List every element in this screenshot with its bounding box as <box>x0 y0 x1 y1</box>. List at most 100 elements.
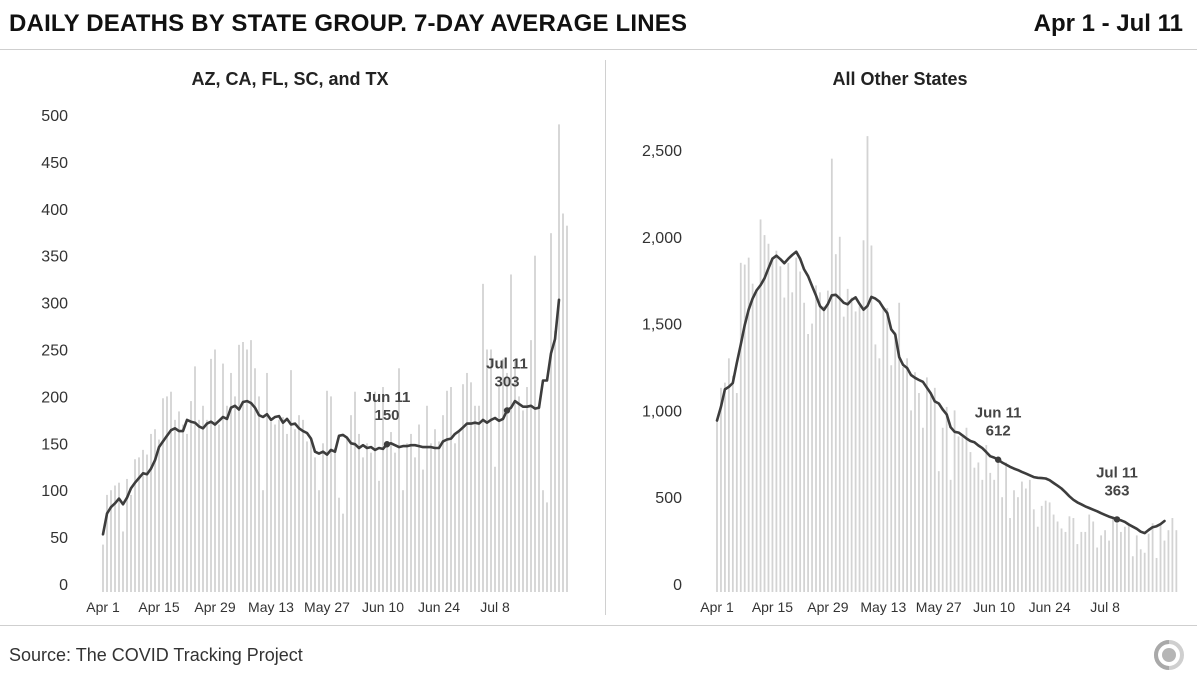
left-daily-bar <box>254 368 256 592</box>
left-daily-bar <box>274 424 276 592</box>
right-daily-bar <box>862 240 865 592</box>
left-daily-bar <box>530 340 532 592</box>
left-daily-bar <box>250 340 252 592</box>
right-daily-bar <box>1139 549 1142 592</box>
right-daily-bar <box>1009 518 1011 592</box>
left-daily-bar <box>366 443 368 592</box>
right-daily-bar <box>1120 531 1122 592</box>
right-daily-bar <box>731 375 734 592</box>
left-daily-bar <box>150 433 152 592</box>
left-daily-bar <box>494 466 496 592</box>
right-daily-bar <box>1036 526 1039 592</box>
right-daily-bar <box>858 306 861 592</box>
footer: Source: The COVID Tracking Project <box>0 625 1197 685</box>
left-annotation-value: 303 <box>494 373 519 390</box>
left-daily-bar <box>506 372 508 592</box>
left-daily-bar <box>546 502 548 592</box>
right-y-tick-label: 1,000 <box>642 403 682 420</box>
left-average-line <box>101 298 561 536</box>
left-daily-bar <box>194 366 196 592</box>
left-chart: 0 50 100 150 200 250 300 350 400 450 500 Apr 1 Apr 1… <box>41 108 568 615</box>
left-daily-bar <box>226 405 228 592</box>
left-daily-bar <box>458 432 460 592</box>
right-y-tick-label: 2,500 <box>642 143 682 160</box>
left-daily-bar <box>266 372 268 592</box>
left-x-tick-label: May 13 <box>248 599 294 615</box>
right-y-tick-label: 1,500 <box>642 317 682 334</box>
left-daily-bar <box>318 490 320 592</box>
right-daily-bar <box>1088 514 1091 592</box>
left-daily-bar <box>154 429 156 592</box>
right-annotation-value: 612 <box>986 423 1011 440</box>
left-daily-bar <box>282 417 284 592</box>
right-daily-bar <box>1005 462 1007 592</box>
left-daily-bar <box>526 387 528 592</box>
right-daily-bar <box>735 393 738 592</box>
left-daily-bar <box>430 443 432 592</box>
left-daily-bar <box>482 283 484 592</box>
left-daily-bar <box>270 421 272 592</box>
left-daily-bar <box>202 405 204 592</box>
right-daily-bar <box>1056 521 1059 592</box>
right-daily-bar <box>937 471 940 592</box>
right-daily-bar <box>910 410 912 592</box>
right-daily-bar <box>1032 509 1035 592</box>
right-daily-bar <box>894 332 897 592</box>
right-daily-bar <box>854 311 857 592</box>
right-daily-bar <box>799 271 802 592</box>
right-daily-bar <box>755 288 758 592</box>
left-daily-bar <box>294 429 296 592</box>
right-daily-bar <box>1175 530 1178 592</box>
left-y-tick-label: 50 <box>50 530 68 547</box>
right-x-tick-label: Apr 15 <box>752 599 793 615</box>
left-daily-bar <box>470 382 472 592</box>
left-daily-bar <box>326 390 328 592</box>
right-daily-bar <box>834 254 837 592</box>
right-annotation-date: Jun 11 <box>975 405 1022 422</box>
left-daily-bar <box>394 452 396 592</box>
right-daily-bar <box>1147 533 1150 592</box>
left-daily-bar <box>474 405 476 592</box>
left-daily-bar <box>462 384 464 592</box>
right-daily-bar <box>886 307 889 592</box>
right-annotation-point <box>1113 516 1121 523</box>
right-daily-bar <box>1076 544 1079 592</box>
left-daily-bar <box>214 349 216 592</box>
left-daily-bar <box>370 452 372 592</box>
left-daily-bar <box>130 494 132 592</box>
right-daily-bar <box>961 436 964 592</box>
left-daily-bar <box>186 433 188 592</box>
left-daily-bar <box>182 424 184 592</box>
right-daily-bar <box>771 259 774 592</box>
right-daily-bar <box>1017 497 1019 592</box>
right-daily-bar <box>811 323 813 592</box>
left-daily-bar <box>178 411 180 592</box>
right-daily-bar <box>925 377 928 592</box>
right-daily-bar <box>957 436 960 592</box>
right-daily-bar <box>846 288 849 592</box>
left-daily-bar <box>138 457 140 592</box>
right-daily-bar <box>953 410 956 592</box>
date-range: Apr 1 - Jul 11 <box>1033 10 1183 37</box>
right-x-tick-label: Apr 1 <box>700 599 734 615</box>
right-daily-bar <box>1072 518 1075 592</box>
right-daily-bar <box>1028 479 1031 592</box>
right-daily-bar <box>1163 540 1166 592</box>
right-daily-bar <box>779 266 782 592</box>
left-daily-bar <box>290 370 292 592</box>
right-daily-bar <box>743 264 746 592</box>
left-daily-bar <box>314 457 316 592</box>
right-annotation-point <box>994 456 1002 463</box>
right-daily-bar <box>815 285 817 592</box>
right-daily-bar <box>747 257 750 592</box>
left-y-tick-label: 150 <box>41 436 68 453</box>
right-daily-bar <box>724 382 726 592</box>
left-daily-bar <box>466 372 468 592</box>
right-daily-bar <box>878 358 881 592</box>
right-daily-bar <box>870 245 873 593</box>
right-daily-bar <box>898 302 901 592</box>
right-daily-bar <box>973 467 976 592</box>
left-daily-bar <box>222 363 224 592</box>
left-daily-bar <box>446 390 448 592</box>
left-daily-bar <box>454 443 456 592</box>
